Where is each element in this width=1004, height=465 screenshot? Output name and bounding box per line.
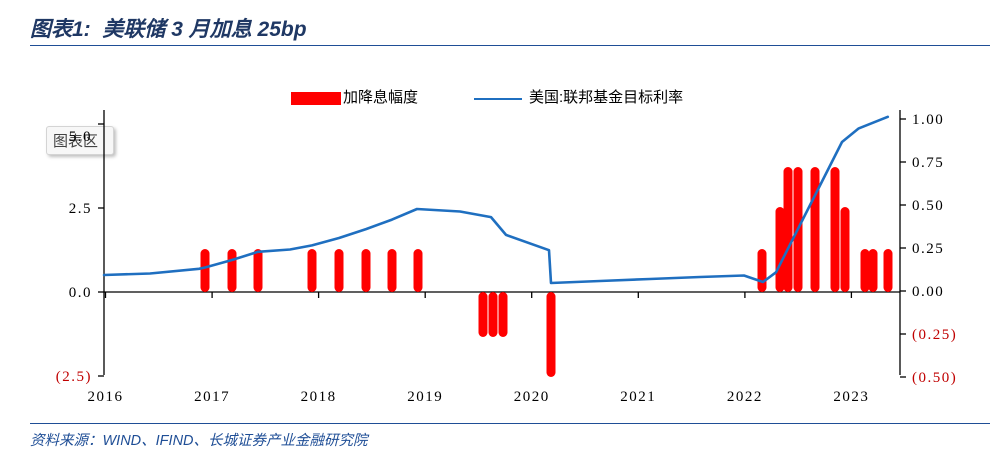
svg-text:0.50: 0.50 — [912, 198, 944, 214]
svg-text:2.5: 2.5 — [69, 201, 92, 217]
svg-text:(0.25): (0.25) — [912, 327, 957, 343]
svg-text:(2.5): (2.5) — [56, 369, 92, 385]
svg-text:2020: 2020 — [514, 389, 550, 405]
svg-text:0.0: 0.0 — [69, 285, 92, 301]
svg-text:(0.50): (0.50) — [912, 370, 957, 386]
svg-text:0.75: 0.75 — [912, 155, 944, 171]
svg-text:2019: 2019 — [407, 389, 443, 405]
svg-text:0.25: 0.25 — [912, 241, 944, 257]
svg-text:2018: 2018 — [301, 389, 337, 405]
svg-text:1.00: 1.00 — [912, 112, 944, 128]
svg-text:2016: 2016 — [88, 389, 124, 405]
svg-text:2017: 2017 — [194, 389, 230, 405]
svg-text:5.0: 5.0 — [69, 129, 92, 145]
svg-text:0.00: 0.00 — [912, 284, 944, 300]
svg-text:2022: 2022 — [727, 389, 763, 405]
svg-text:2021: 2021 — [620, 389, 656, 405]
svg-text:2023: 2023 — [833, 389, 869, 405]
